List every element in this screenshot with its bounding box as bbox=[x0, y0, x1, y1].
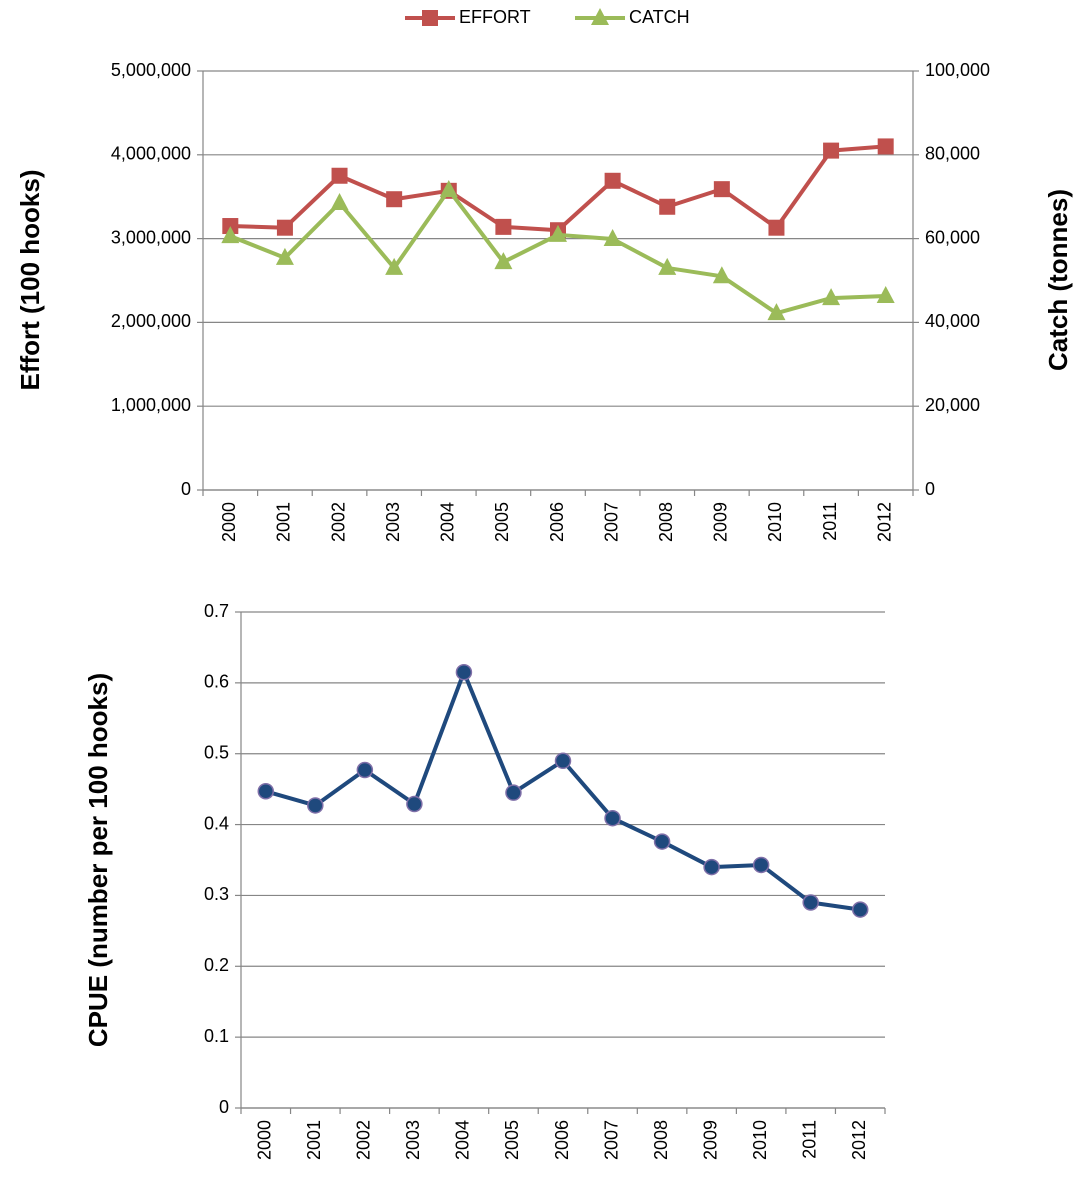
marker bbox=[752, 856, 770, 874]
y-tick-label: 1,000,000 bbox=[111, 395, 191, 415]
x-tick-label: 2002 bbox=[354, 1120, 374, 1160]
x-tick-label: 2000 bbox=[255, 1120, 275, 1160]
marker bbox=[658, 257, 677, 275]
series-line bbox=[265, 670, 861, 912]
legend-marker bbox=[422, 10, 438, 26]
x-tick-label: 2007 bbox=[601, 502, 621, 542]
x-tick-label: 2003 bbox=[403, 1120, 423, 1160]
y-tick-label: 100,000 bbox=[925, 60, 990, 80]
x-tick-label: 2012 bbox=[849, 1120, 869, 1160]
y-tick-label: 0 bbox=[219, 1097, 229, 1117]
y-tick-label: 60,000 bbox=[925, 227, 980, 247]
x-tick-label: 2012 bbox=[874, 502, 894, 542]
marker bbox=[385, 257, 404, 275]
legend-label: CATCH bbox=[629, 7, 690, 27]
x-tick-label: 2002 bbox=[328, 502, 348, 542]
y-tick-label: 0.1 bbox=[204, 1026, 229, 1046]
y-tick-label: 0.5 bbox=[204, 742, 229, 762]
y2-axis-title: Catch (tonnes) bbox=[1043, 189, 1073, 371]
marker bbox=[386, 191, 403, 208]
y-tick-label: 3,000,000 bbox=[111, 227, 191, 247]
x-tick-label: 2007 bbox=[601, 1120, 621, 1160]
y-axis-title: Effort (100 hooks) bbox=[15, 169, 45, 390]
y-tick-label: 0 bbox=[181, 479, 191, 499]
marker bbox=[768, 219, 785, 236]
x-tick-label: 2011 bbox=[820, 502, 840, 541]
marker bbox=[604, 172, 621, 189]
series-line bbox=[229, 187, 886, 316]
y-tick-label: 0.7 bbox=[204, 601, 229, 621]
x-tick-label: 2006 bbox=[547, 502, 567, 542]
marker bbox=[331, 167, 348, 184]
marker bbox=[356, 761, 374, 779]
marker bbox=[712, 266, 731, 284]
marker bbox=[549, 224, 567, 242]
marker bbox=[221, 226, 240, 244]
marker bbox=[713, 181, 730, 198]
marker bbox=[604, 809, 621, 827]
x-tick-label: 2010 bbox=[765, 502, 785, 542]
x-tick-label: 2004 bbox=[438, 502, 458, 542]
y-tick-label: 0.2 bbox=[204, 955, 229, 975]
y-tick-label: 80,000 bbox=[925, 144, 980, 164]
x-tick-label: 2005 bbox=[492, 502, 512, 542]
marker bbox=[653, 833, 671, 850]
marker bbox=[822, 288, 841, 306]
marker bbox=[851, 901, 869, 918]
marker bbox=[767, 303, 786, 321]
marker bbox=[823, 142, 840, 159]
marker bbox=[877, 138, 894, 155]
y-tick-label: 0 bbox=[925, 479, 935, 499]
marker bbox=[439, 179, 458, 197]
marker bbox=[554, 752, 572, 770]
marker bbox=[406, 795, 423, 813]
x-tick-label: 2009 bbox=[700, 1120, 720, 1160]
marker bbox=[495, 218, 512, 235]
y-tick-label: 40,000 bbox=[925, 311, 980, 331]
x-tick-label: 2004 bbox=[453, 1120, 473, 1160]
x-tick-label: 2008 bbox=[651, 1120, 671, 1160]
marker bbox=[330, 192, 349, 210]
x-tick-label: 2008 bbox=[656, 502, 676, 542]
marker bbox=[222, 218, 239, 235]
x-tick-label: 2010 bbox=[750, 1120, 770, 1160]
marker bbox=[257, 783, 275, 800]
y-tick-label: 5,000,000 bbox=[111, 60, 191, 80]
marker bbox=[494, 252, 513, 270]
y-tick-label: 20,000 bbox=[925, 395, 980, 415]
marker bbox=[876, 286, 895, 304]
x-tick-label: 2009 bbox=[711, 502, 731, 542]
x-tick-label: 2001 bbox=[274, 502, 294, 542]
y-tick-label: 2,000,000 bbox=[111, 311, 191, 331]
y-tick-label: 0.6 bbox=[204, 672, 229, 692]
legend-label: EFFORT bbox=[459, 7, 531, 27]
marker bbox=[802, 894, 819, 911]
legend-marker bbox=[591, 8, 609, 25]
marker bbox=[505, 784, 522, 801]
marker bbox=[455, 663, 473, 681]
series-line bbox=[230, 144, 886, 233]
y-tick-label: 0.3 bbox=[204, 884, 229, 904]
marker bbox=[276, 219, 293, 236]
y-tick-label: 4,000,000 bbox=[111, 144, 191, 164]
x-tick-label: 2003 bbox=[383, 502, 403, 542]
marker bbox=[603, 229, 622, 247]
y-axis-title: CPUE (number per 100 hooks) bbox=[83, 673, 113, 1047]
marker bbox=[703, 858, 720, 876]
x-tick-label: 2005 bbox=[502, 1120, 522, 1160]
y-tick-label: 0.4 bbox=[204, 813, 229, 833]
x-tick-label: 2011 bbox=[799, 1120, 819, 1159]
x-tick-label: 2006 bbox=[552, 1120, 572, 1160]
marker bbox=[275, 247, 294, 265]
marker bbox=[307, 797, 324, 814]
x-tick-label: 2000 bbox=[219, 502, 239, 542]
marker bbox=[659, 198, 676, 215]
x-tick-label: 2001 bbox=[304, 1120, 324, 1160]
